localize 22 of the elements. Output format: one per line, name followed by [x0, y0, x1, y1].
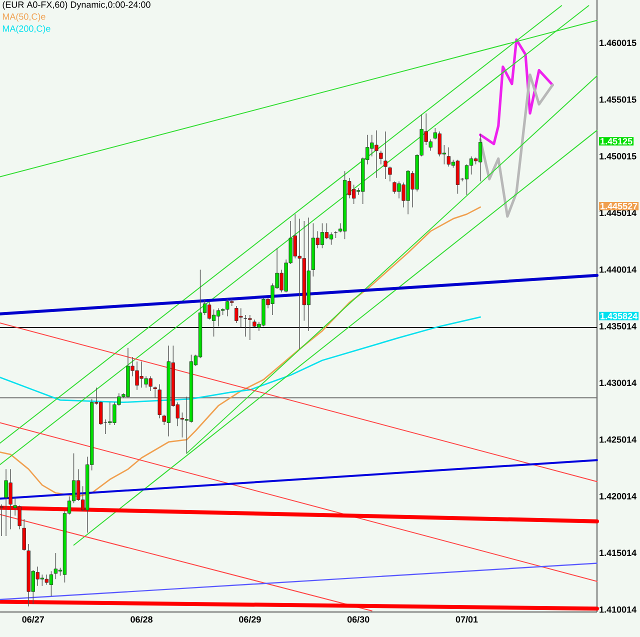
- y-tick-label: 1.450015: [600, 153, 636, 160]
- chart-title: (EUR A0-FX,60) Dynamic,0:00-24:00: [2, 1, 150, 10]
- x-tick-label: 07/01: [456, 616, 478, 623]
- x-tick-label: 06/27: [22, 616, 44, 623]
- y-tick-label: 1.440014: [600, 266, 637, 273]
- x-tick-label: 06/29: [239, 616, 261, 623]
- y-tick-label: 1.445014: [600, 210, 637, 216]
- y-tick-label: 1.410014: [600, 606, 637, 613]
- y-tick-label: 1.430014: [600, 380, 637, 386]
- y-tick-label: 1.45125: [600, 138, 632, 144]
- y-tick-label: 1.445527: [600, 202, 638, 210]
- y-tick-label: 1.420014: [600, 493, 637, 500]
- y-tick-label: 1.460015: [600, 40, 636, 46]
- x-tick-label: 06/28: [130, 616, 153, 623]
- y-tick-label: 1.415014: [600, 550, 637, 556]
- text: MA(50,C)e: [2, 13, 46, 22]
- y-tick-label: 1.435824: [600, 312, 638, 320]
- y-tick-label: 1.455015: [600, 96, 636, 103]
- text: MA(200,C)e: [2, 25, 50, 34]
- y-tick-label: 1.425014: [600, 436, 637, 443]
- x-tick-label: 06/30: [347, 616, 370, 623]
- y-tick-label: 1.435014: [600, 323, 637, 330]
